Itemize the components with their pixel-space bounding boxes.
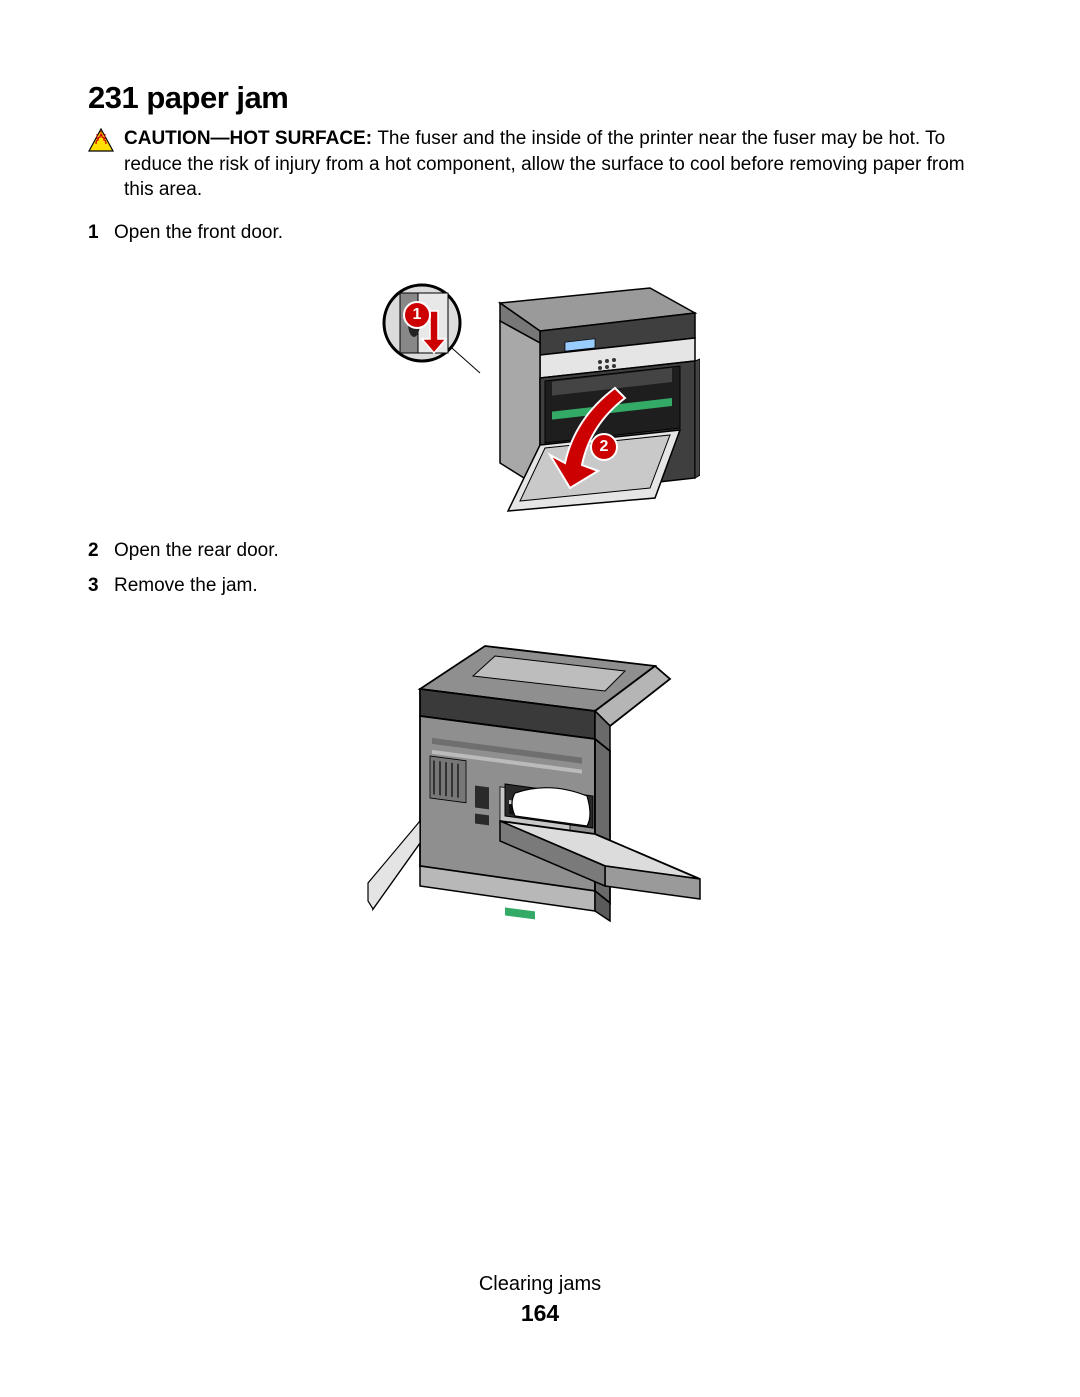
page-heading: 231 paper jam [88, 80, 992, 116]
step-text: Open the rear door. [114, 537, 279, 566]
figure-2-printer-rear-door [355, 616, 725, 946]
step-number: 2 [88, 537, 102, 566]
step-number: 3 [88, 572, 102, 601]
step-text: Open the front door. [114, 219, 283, 248]
step-number: 1 [88, 219, 102, 248]
figure-1-printer-front-door: 1 2 [380, 263, 700, 523]
footer-page-number: 164 [88, 1300, 992, 1327]
step-2: 2 Open the rear door. [88, 537, 992, 566]
page-footer: Clearing jams 164 [88, 1273, 992, 1337]
caution-hot-surface-icon [88, 128, 114, 157]
document-page: 231 paper jam CAUTION—HOT SURFACE: The f… [0, 0, 1080, 1397]
step-3: 3 Remove the jam. [88, 572, 992, 601]
step-text: Remove the jam. [114, 572, 258, 601]
step-1: 1 Open the front door. [88, 219, 992, 248]
caution-block: CAUTION—HOT SURFACE: The fuser and the i… [88, 126, 992, 203]
spacer [88, 960, 992, 1160]
figure-2-wrap [88, 616, 992, 946]
caution-text: CAUTION—HOT SURFACE: The fuser and the i… [124, 126, 992, 203]
caution-label: CAUTION—HOT SURFACE: [124, 128, 377, 149]
footer-section-title: Clearing jams [88, 1273, 992, 1296]
figure-1-wrap: 1 2 [88, 263, 992, 523]
